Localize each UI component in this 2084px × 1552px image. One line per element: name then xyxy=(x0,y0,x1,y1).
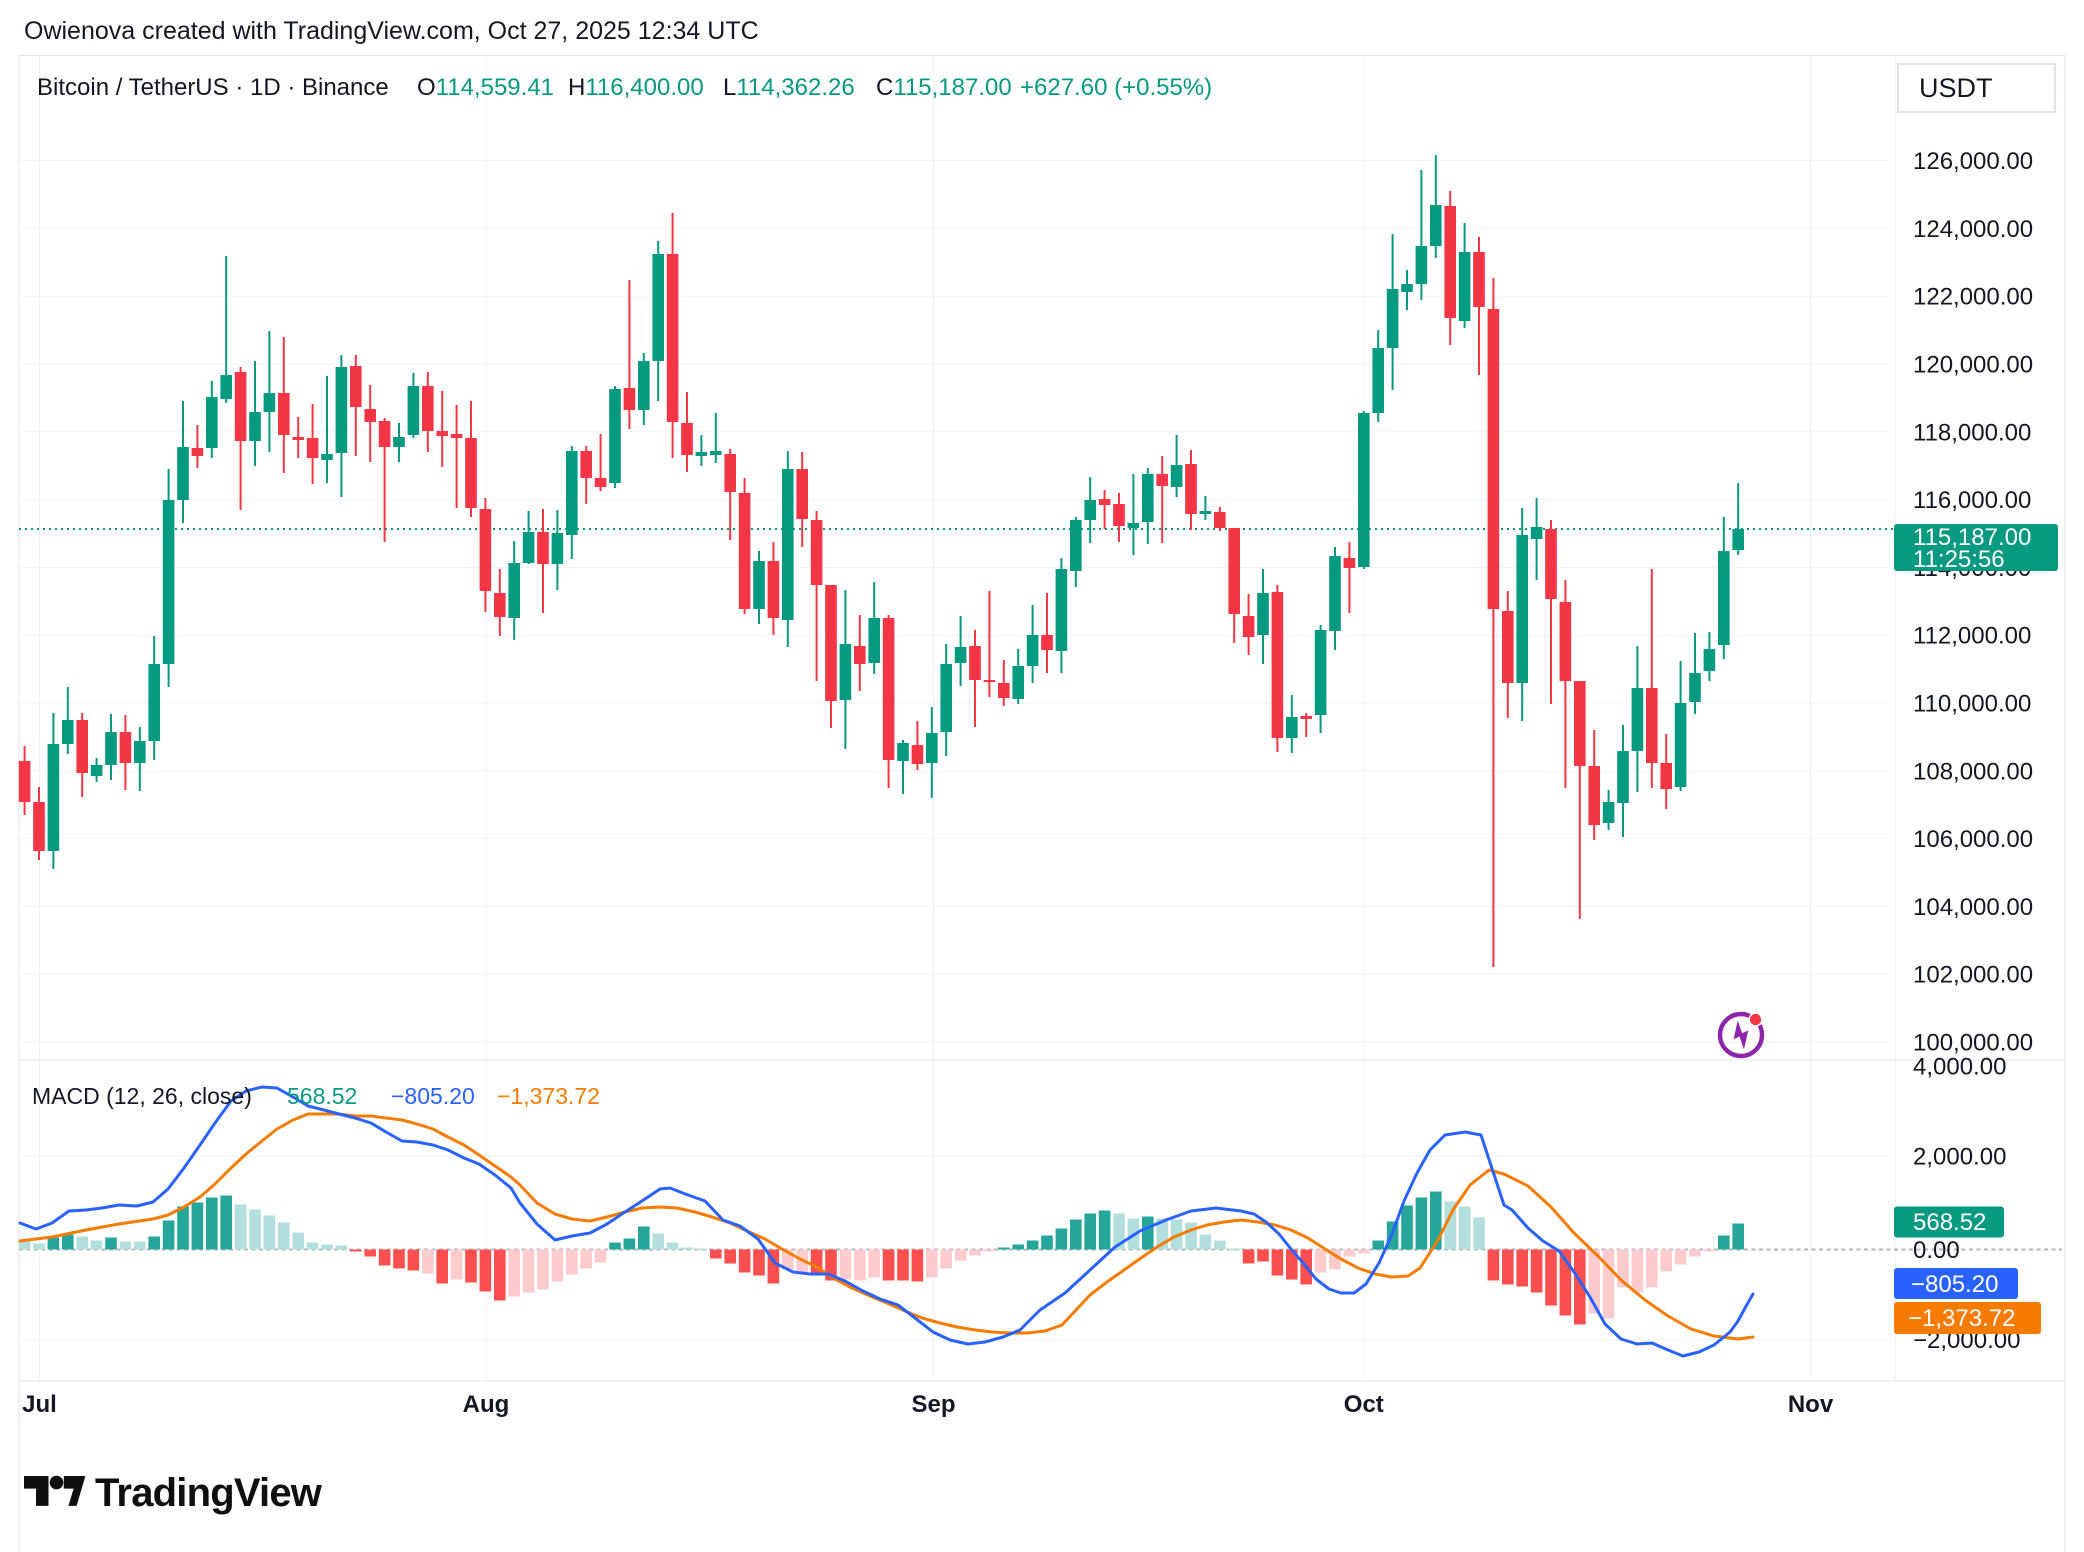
svg-text:120,000.00: 120,000.00 xyxy=(1913,352,2033,379)
svg-text:126,000.00: 126,000.00 xyxy=(1913,148,2033,175)
svg-text:Sep: Sep xyxy=(911,1391,955,1418)
svg-text:USDT: USDT xyxy=(1919,73,1993,103)
svg-text:11:25:56: 11:25:56 xyxy=(1913,546,2005,573)
svg-text:0.00: 0.00 xyxy=(1913,1237,1960,1264)
svg-text:116,000.00: 116,000.00 xyxy=(1913,487,2031,514)
svg-text:2,000.00: 2,000.00 xyxy=(1913,1144,2006,1171)
svg-text:O114,559.41: O114,559.41 xyxy=(417,74,554,101)
svg-text:L114,362.26: L114,362.26 xyxy=(723,74,855,101)
svg-text:112,000.00: 112,000.00 xyxy=(1913,623,2031,650)
svg-text:Jul: Jul xyxy=(22,1391,57,1418)
svg-text:4,000.00: 4,000.00 xyxy=(1913,1054,2006,1081)
svg-text:+627.60 (+0.55%): +627.60 (+0.55%) xyxy=(1020,74,1212,101)
svg-text:−1,373.72: −1,373.72 xyxy=(1908,1305,2015,1332)
svg-text:Aug: Aug xyxy=(463,1391,510,1418)
svg-text:104,000.00: 104,000.00 xyxy=(1913,894,2033,921)
svg-text:115,187.00: 115,187.00 xyxy=(1913,524,2031,551)
svg-text:568.52: 568.52 xyxy=(287,1083,357,1109)
svg-text:Oct: Oct xyxy=(1344,1391,1384,1418)
svg-text:568.52: 568.52 xyxy=(1913,1209,1986,1236)
svg-text:H116,400.00: H116,400.00 xyxy=(568,74,704,101)
svg-text:TradingView: TradingView xyxy=(95,1471,323,1515)
svg-text:C115,187.00: C115,187.00 xyxy=(876,74,1012,101)
svg-text:−805.20: −805.20 xyxy=(1911,1271,1998,1298)
svg-text:124,000.00: 124,000.00 xyxy=(1913,216,2033,243)
svg-text:110,000.00: 110,000.00 xyxy=(1913,691,2031,718)
svg-text:108,000.00: 108,000.00 xyxy=(1913,758,2033,785)
svg-text:Owienova created with TradingV: Owienova created with TradingView.com, O… xyxy=(24,17,759,45)
svg-text:Bitcoin / TetherUS · 1D · Bina: Bitcoin / TetherUS · 1D · Binance xyxy=(37,74,389,101)
svg-text:106,000.00: 106,000.00 xyxy=(1913,826,2033,853)
svg-text:102,000.00: 102,000.00 xyxy=(1913,962,2033,989)
svg-text:Nov: Nov xyxy=(1788,1391,1834,1418)
svg-text:118,000.00: 118,000.00 xyxy=(1913,419,2031,446)
svg-text:−1,373.72: −1,373.72 xyxy=(497,1083,600,1109)
svg-text:MACD (12, 26, close): MACD (12, 26, close) xyxy=(32,1083,252,1109)
svg-text:−805.20: −805.20 xyxy=(391,1083,475,1109)
svg-text:100,000.00: 100,000.00 xyxy=(1913,1030,2033,1057)
svg-text:122,000.00: 122,000.00 xyxy=(1913,284,2033,311)
